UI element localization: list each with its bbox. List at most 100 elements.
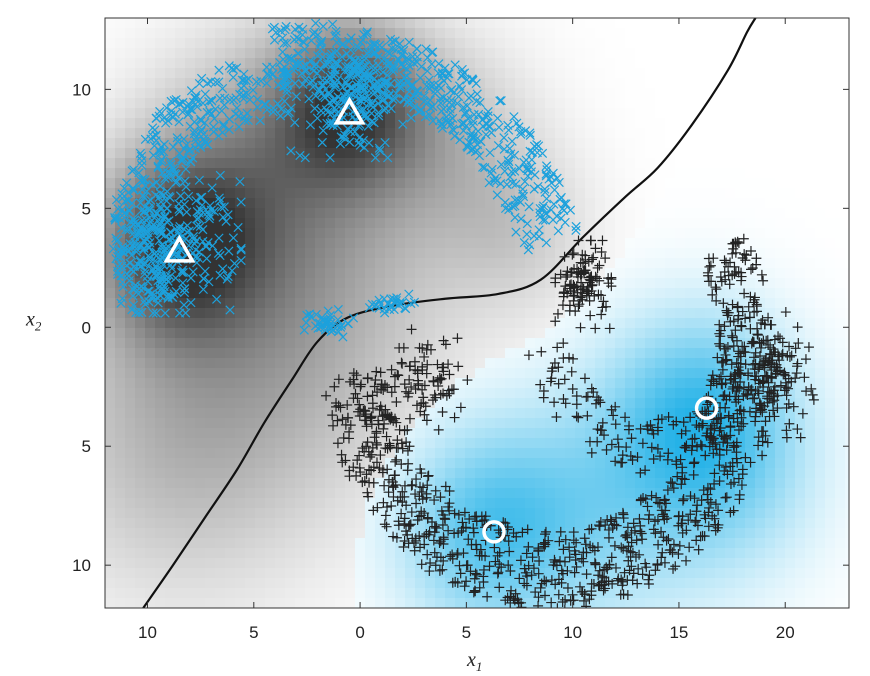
density-cell (845, 388, 849, 399)
density-cell (165, 368, 176, 379)
density-cell (365, 238, 376, 249)
density-cell (815, 448, 826, 459)
density-cell (235, 228, 246, 239)
density-cell (655, 508, 666, 519)
density-cell (325, 378, 336, 389)
density-cell (485, 538, 496, 549)
density-cell (475, 78, 486, 89)
density-cell (805, 78, 816, 89)
density-cell (145, 138, 156, 149)
density-cell (755, 228, 766, 239)
density-cell (345, 258, 356, 269)
density-cell (115, 558, 126, 569)
density-cell (835, 478, 846, 489)
density-cell (265, 308, 276, 319)
density-cell (575, 138, 586, 149)
density-cell (475, 18, 486, 29)
density-cell (415, 528, 426, 539)
density-cell (805, 448, 816, 459)
density-cell (725, 58, 736, 69)
density-cell (585, 298, 596, 309)
density-cell (435, 238, 446, 249)
density-cell (305, 568, 316, 579)
density-cell (785, 218, 796, 229)
density-cell (195, 308, 206, 319)
density-cell (195, 18, 206, 29)
density-cell (615, 478, 626, 489)
density-cell (715, 248, 726, 259)
density-cell (385, 68, 396, 79)
density-cell (325, 408, 336, 419)
density-cell (835, 248, 846, 259)
density-cell (675, 168, 686, 179)
density-cell (165, 108, 176, 119)
density-cell (635, 148, 646, 159)
density-cell (465, 548, 476, 559)
density-cell (125, 158, 136, 169)
density-cell (555, 488, 566, 499)
density-cell (185, 38, 196, 49)
density-cell (335, 178, 346, 189)
density-cell (345, 218, 356, 229)
density-cell (255, 348, 266, 359)
density-cell (445, 158, 456, 169)
density-cell (415, 268, 426, 279)
density-cell (425, 318, 436, 329)
density-cell (785, 328, 796, 339)
density-cell (125, 18, 136, 29)
density-cell (275, 378, 286, 389)
density-cell (775, 478, 786, 489)
density-cell (455, 358, 466, 369)
density-cell (755, 308, 766, 319)
density-cell (225, 398, 236, 409)
density-cell (505, 48, 516, 59)
density-cell (745, 68, 756, 79)
density-cell (105, 58, 116, 69)
density-cell (715, 178, 726, 189)
density-cell (345, 448, 356, 459)
density-cell (825, 268, 836, 279)
density-cell (375, 248, 386, 259)
density-cell (745, 228, 756, 239)
density-cell (725, 558, 736, 569)
density-cell (175, 508, 186, 519)
density-cell (845, 78, 849, 89)
density-cell (285, 338, 296, 349)
density-cell (265, 428, 276, 439)
density-cell (105, 438, 116, 449)
density-cell (555, 348, 566, 359)
density-cell (795, 138, 806, 149)
density-cell (535, 78, 546, 89)
density-cell (815, 348, 826, 359)
density-cell (735, 498, 746, 509)
cross-point (198, 98, 208, 108)
density-cell (285, 128, 296, 139)
density-cell (215, 308, 226, 319)
density-cell (835, 28, 846, 39)
density-cell (485, 578, 496, 589)
density-cell (275, 428, 286, 439)
density-cell (245, 138, 256, 149)
density-cell (725, 288, 736, 299)
density-cell (625, 348, 636, 359)
density-cell (405, 268, 416, 279)
cross-point (127, 198, 137, 208)
density-cell (215, 98, 226, 109)
density-cell (275, 368, 286, 379)
density-cell (595, 158, 606, 169)
density-cell (235, 398, 246, 409)
density-cell (555, 168, 566, 179)
density-cell (485, 348, 496, 359)
density-cell (235, 328, 246, 339)
density-cell (715, 498, 726, 509)
density-cell (215, 398, 226, 409)
density-cell (125, 568, 136, 579)
density-cell (805, 468, 816, 479)
density-cell (825, 588, 836, 599)
density-cell (565, 588, 576, 599)
density-cell (415, 18, 426, 29)
density-cell (195, 598, 206, 608)
density-cell (705, 318, 716, 329)
density-cell (555, 328, 566, 339)
density-cell (685, 328, 696, 339)
